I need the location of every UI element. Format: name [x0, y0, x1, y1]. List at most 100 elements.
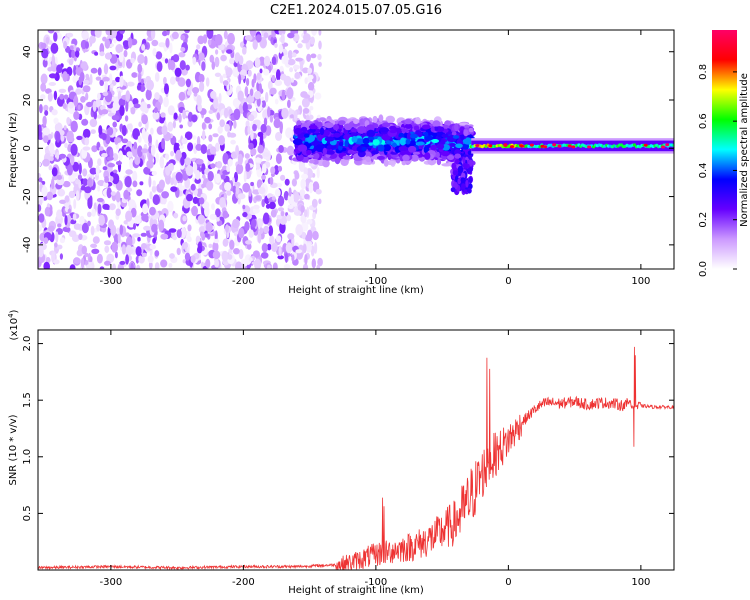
snr-y-ticks: 0.5 1.0 1.5 2.0 [22, 336, 674, 521]
spectrogram-cell [362, 137, 370, 145]
spectrogram-cell [41, 48, 49, 59]
spectrogram-cell [132, 128, 141, 140]
spectrogram-cell [275, 153, 282, 165]
spectrogram-cell [279, 221, 286, 234]
spectrogram-cell [302, 67, 309, 74]
spectrogram-cell [285, 242, 293, 254]
spectrogram-cell [125, 169, 133, 175]
spectrogram-cell [297, 154, 304, 162]
spectrogram-cell [298, 160, 306, 172]
spectrogram-cell [152, 180, 156, 187]
spectrogram-cell [170, 186, 178, 193]
spectrogram-cell [303, 33, 311, 42]
spectrogram-cell [149, 191, 153, 200]
spectrogram-cell [141, 214, 149, 222]
spectrogram-cell [158, 219, 165, 232]
spectrogram-cell [452, 135, 460, 139]
spectrogram-cell [173, 112, 178, 120]
spectrogram-cell [209, 54, 215, 63]
spectrogram-cell [251, 218, 257, 228]
spectrogram-cell [503, 144, 508, 147]
spectrogram-cell [209, 146, 217, 155]
spectrogram-cell [53, 259, 60, 265]
spectrogram-cell [432, 120, 441, 128]
spectrogram-cell [165, 37, 170, 48]
spectrogram-cell [350, 132, 357, 138]
spectrogram-frame [37, 29, 675, 270]
spectrogram-cell [248, 229, 254, 238]
spectrogram-cell [132, 233, 141, 238]
spectrogram-cell [424, 152, 431, 160]
spectrogram-cell [310, 53, 317, 59]
spectrogram-cell [464, 124, 470, 129]
spectrogram-cell [152, 48, 157, 57]
spectrogram-cell [109, 65, 117, 71]
spectrogram-cell [114, 137, 122, 144]
spectrogram-cell [137, 236, 141, 242]
spectrogram-cell [407, 145, 417, 153]
spectrogram-cell [56, 178, 65, 186]
spectrogram-cell [253, 73, 257, 84]
colorbar-ticks: 0.0 0.2 0.4 0.6 0.8 [698, 64, 737, 277]
spectrogram-cell [338, 141, 344, 147]
spectrogram-cell [102, 203, 110, 210]
spectrogram-cell [109, 148, 114, 159]
spectrogram-cell [192, 196, 199, 204]
spectrogram-cell [45, 256, 51, 264]
spectrogram-cell [266, 243, 272, 251]
spectrogram-cell [87, 177, 93, 188]
spectrogram-cell [136, 264, 141, 269]
spectrogram-cell [132, 98, 139, 106]
spectrogram-cell [125, 101, 129, 112]
spectrogram-y-label: Frequency (Hz) [8, 112, 19, 188]
spectrogram-cell [382, 144, 392, 152]
spectrogram-cell [119, 224, 124, 236]
spectrogram-cell [98, 125, 103, 135]
spectrogram-cell [167, 58, 172, 71]
spectrogram-cell [454, 159, 460, 165]
spectrogram-cell [55, 131, 61, 143]
spectrogram-cell [91, 208, 96, 217]
spectrogram-cell [405, 138, 411, 145]
spectrogram-cell [79, 215, 85, 225]
spectrogram-cell [318, 61, 322, 67]
spectrogram-cell [72, 161, 80, 172]
spectrogram-cell [661, 145, 666, 149]
spectrogram-cell [286, 145, 295, 156]
spectrogram-cell [253, 119, 261, 125]
spectrogram-cell [267, 106, 271, 118]
spectrogram-cell [117, 90, 122, 101]
spectrogram-cell [146, 79, 155, 91]
spectrogram-cell [97, 203, 102, 215]
spectrogram-cell [356, 126, 367, 134]
spectrogram-cell [67, 208, 72, 214]
spectrogram-cell [280, 73, 287, 81]
spectrogram-cell [263, 225, 270, 234]
spectrogram-cell [124, 176, 132, 188]
spectrogram-cell [126, 123, 133, 130]
spectrogram-cell [291, 178, 297, 187]
spectrogram-cell [389, 125, 397, 131]
spectrogram-cell [133, 223, 136, 230]
spectrogram-cell [322, 147, 327, 155]
spectrogram-cell [186, 236, 192, 243]
spectrogram-cell [277, 207, 285, 212]
spectrogram-cell [219, 119, 225, 128]
spectrogram-cell [160, 233, 169, 240]
spectrogram-cell [158, 179, 165, 190]
spectrogram-cell [126, 151, 133, 158]
spectrogram-cell [90, 243, 98, 248]
spectrogram-cell [90, 129, 96, 135]
spectrogram-cell [62, 71, 68, 82]
spectrogram-cell [255, 34, 262, 43]
spectrogram-cell [244, 153, 250, 159]
spectrogram-cell [69, 45, 74, 51]
spectrogram-cell [283, 190, 289, 201]
spectrogram-cell [307, 74, 314, 80]
spectrogram-cell [283, 54, 289, 66]
spectrogram-cell [247, 125, 251, 135]
spectrogram-cell [179, 145, 184, 150]
spectrogram-cell [238, 55, 244, 66]
spectrogram-cell [270, 209, 277, 218]
spectrogram-cell [125, 245, 133, 256]
